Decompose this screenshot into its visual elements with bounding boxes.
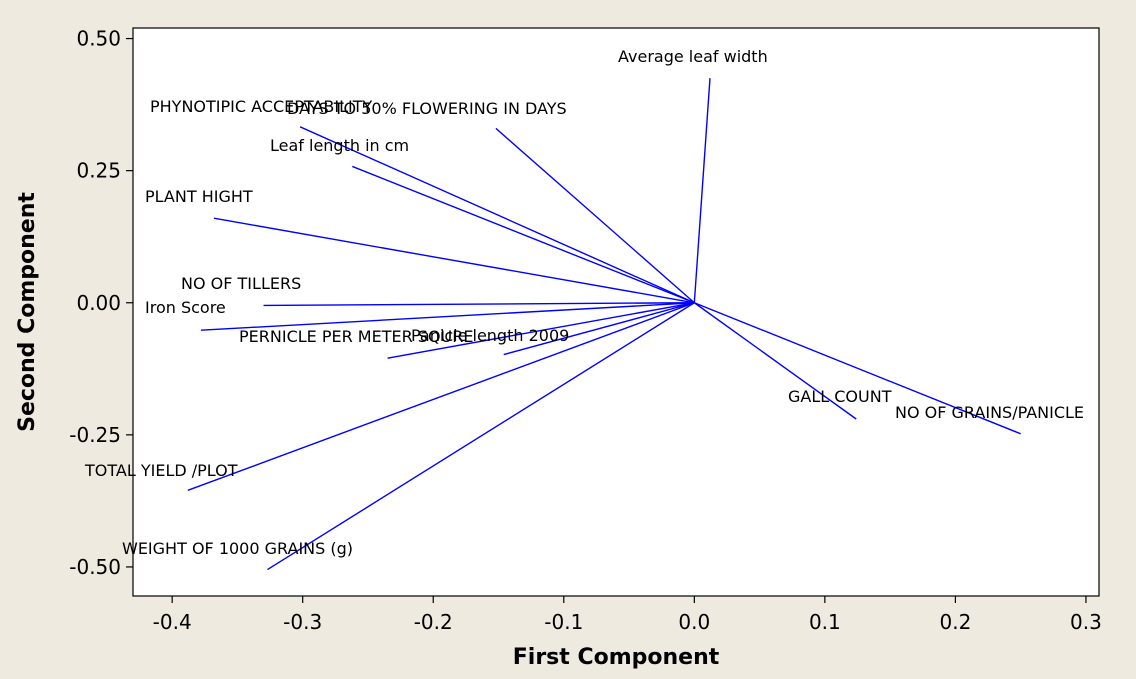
- vector-label: TOTAL YIELD /PLOT: [84, 461, 238, 480]
- vector-label: Iron Score: [145, 298, 226, 317]
- loading-vector: [693, 78, 711, 303]
- vector-label: DAYS TO 50% FLOWERING IN DAYS: [287, 99, 567, 118]
- x-axis-title: First Component: [513, 645, 720, 670]
- loading-vector: [387, 302, 695, 359]
- x-tick-label: -0.3: [283, 610, 322, 634]
- loading-vector: [694, 302, 1021, 435]
- loading-vector: [187, 302, 695, 491]
- loading-vector: [267, 302, 695, 571]
- loading-vectors: [187, 78, 1021, 571]
- x-tick-label: -0.1: [544, 610, 583, 634]
- loading-vector: [495, 127, 695, 304]
- y-tick-label: 0.50: [76, 27, 121, 51]
- x-tick-label: -0.2: [414, 610, 453, 634]
- loading-vector: [693, 302, 857, 420]
- y-tick-label: -0.25: [69, 423, 121, 447]
- x-tick-label: 0.0: [678, 610, 710, 634]
- vector-label: PERNICLE PER METER SQURE: [239, 327, 474, 346]
- vector-label: GALL COUNT: [788, 387, 892, 406]
- y-tick-label: -0.50: [69, 555, 121, 579]
- vector-label: WEIGHT OF 1000 GRAINS (g): [122, 539, 353, 558]
- vector-label: Leaf length in cm: [270, 136, 409, 155]
- vector-label: PLANT HIGHT: [145, 187, 253, 206]
- y-tick-label: 0.00: [76, 291, 121, 315]
- x-tick-label: 0.1: [809, 610, 841, 634]
- x-axis: -0.4 -0.3 -0.2 -0.1 0.0 0.1 0.2 0.3: [153, 596, 1102, 634]
- x-tick-label: 0.3: [1070, 610, 1102, 634]
- loading-vector: [213, 217, 695, 304]
- y-axis: 0.50 0.25 0.00 -0.25 -0.50: [69, 27, 133, 579]
- loading-vector: [299, 126, 695, 304]
- loading-vector: [352, 165, 695, 304]
- y-tick-label: 0.25: [76, 159, 121, 183]
- loading-labels: Average leaf width PHYNOTIPIC ACCEPTABILI…: [84, 47, 1084, 558]
- vector-label: Average leaf width: [618, 47, 768, 66]
- plot-area: [132, 27, 1100, 597]
- x-tick-label: -0.4: [153, 610, 192, 634]
- y-axis-title: Second Component: [15, 192, 40, 432]
- loading-vector: [200, 302, 695, 331]
- loading-vector: [503, 302, 695, 356]
- loading-vector: [263, 302, 695, 307]
- x-tick-label: 0.2: [939, 610, 971, 634]
- vector-label: Panicle length 2009: [411, 326, 569, 345]
- vector-label: NO OF GRAINS/PANICLE: [895, 403, 1084, 422]
- vector-label: PHYNOTIPIC ACCEPTABILITY: [150, 97, 372, 116]
- vector-label: NO OF TILLERS: [181, 274, 301, 293]
